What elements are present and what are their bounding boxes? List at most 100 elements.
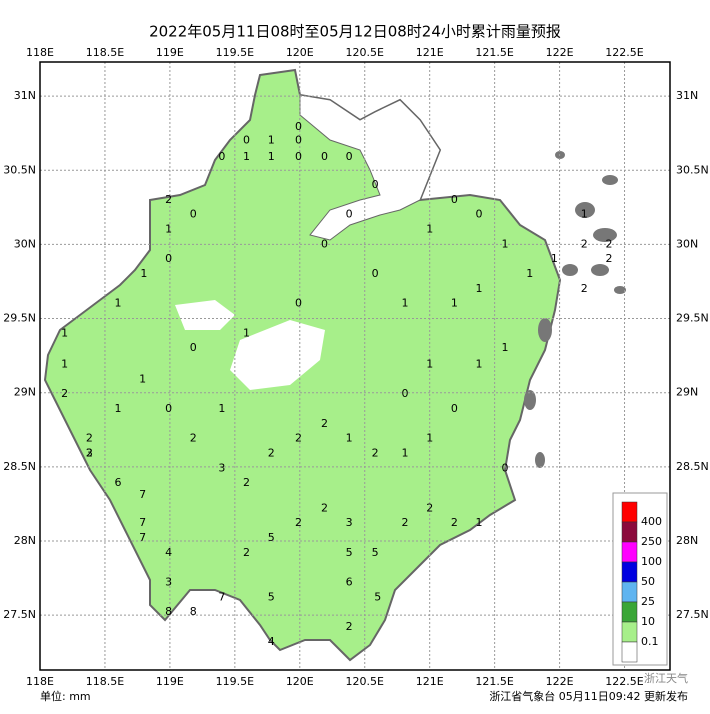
station-value: 1 bbox=[139, 372, 146, 385]
station-value: 8 bbox=[165, 605, 172, 618]
station-value: 1 bbox=[165, 223, 172, 236]
station-value: 1 bbox=[502, 237, 509, 250]
station-value: 4 bbox=[268, 635, 275, 648]
station-value: 1 bbox=[526, 267, 533, 280]
y-tick-label: 29N bbox=[14, 386, 36, 399]
station-value: 1 bbox=[476, 282, 483, 295]
station-value: 1 bbox=[551, 252, 558, 265]
station-value: 2 bbox=[372, 446, 379, 459]
y-tick-label: 30.5N bbox=[3, 163, 36, 176]
station-value: 3 bbox=[165, 576, 172, 589]
station-value: 3 bbox=[346, 516, 353, 529]
station-value: 2 bbox=[321, 417, 328, 430]
legend-swatch bbox=[621, 541, 638, 563]
y-tick-label: 30.5N bbox=[676, 163, 709, 176]
legend-swatch bbox=[621, 561, 638, 583]
station-value: 0 bbox=[346, 150, 353, 163]
station-value: 2 bbox=[86, 446, 93, 459]
x-tick-label: 122.5E bbox=[605, 675, 643, 688]
station-value: 1 bbox=[268, 150, 275, 163]
station-value: 1 bbox=[61, 358, 68, 371]
legend-swatch bbox=[621, 621, 638, 643]
station-value: 2 bbox=[190, 432, 197, 445]
station-value: 2 bbox=[581, 282, 588, 295]
station-value: 2 bbox=[295, 432, 302, 445]
station-value: 2 bbox=[268, 446, 275, 459]
station-value: 1 bbox=[476, 358, 483, 371]
y-tick-label: 31N bbox=[676, 89, 698, 102]
station-value: 0 bbox=[190, 208, 197, 221]
station-value: 2 bbox=[243, 476, 250, 489]
legend-swatch bbox=[621, 601, 638, 623]
station-value: 1 bbox=[426, 358, 433, 371]
station-value: 4 bbox=[165, 546, 172, 559]
y-tick-label: 28.5N bbox=[676, 460, 709, 473]
station-value: 0 bbox=[295, 150, 302, 163]
station-value: 1 bbox=[218, 402, 225, 415]
station-value: 0 bbox=[372, 178, 379, 191]
station-value: 1 bbox=[114, 402, 121, 415]
x-tick-label: 119E bbox=[156, 46, 184, 59]
station-value: 1 bbox=[140, 267, 147, 280]
x-tick-label: 118E bbox=[26, 675, 54, 688]
station-value: 1 bbox=[402, 446, 409, 459]
legend-label: 10 bbox=[641, 615, 655, 628]
watermark: 浙江天气 bbox=[644, 671, 688, 685]
station-value: 2 bbox=[451, 516, 458, 529]
station-value: 0 bbox=[451, 402, 458, 415]
legend-label: 25 bbox=[641, 595, 655, 608]
station-value: 5 bbox=[372, 546, 379, 559]
station-value: 1 bbox=[243, 150, 250, 163]
station-value: 2 bbox=[426, 501, 433, 514]
legend-label: 400 bbox=[641, 515, 662, 528]
station-value: 8 bbox=[190, 605, 197, 618]
station-value: 0 bbox=[243, 134, 250, 147]
dry-area bbox=[230, 320, 325, 390]
station-value: 0 bbox=[295, 120, 302, 133]
station-value: 7 bbox=[139, 488, 146, 501]
station-value: 0 bbox=[502, 461, 509, 474]
y-tick-label: 30N bbox=[676, 237, 698, 250]
x-tick-label: 118E bbox=[26, 46, 54, 59]
y-tick-label: 28.5N bbox=[3, 460, 36, 473]
y-tick-label: 28N bbox=[676, 534, 698, 547]
x-tick-label: 119.5E bbox=[216, 675, 254, 688]
station-value: 6 bbox=[346, 576, 353, 589]
x-tick-label: 120E bbox=[286, 46, 314, 59]
y-tick-label: 29N bbox=[676, 386, 698, 399]
station-value: 1 bbox=[346, 432, 353, 445]
y-tick-label: 29.5N bbox=[3, 312, 36, 325]
legend-swatch bbox=[621, 521, 638, 543]
x-tick-label: 120.5E bbox=[346, 675, 384, 688]
station-value: 7 bbox=[139, 531, 146, 544]
y-tick-label: 30N bbox=[14, 237, 36, 250]
y-tick-label: 29.5N bbox=[676, 312, 709, 325]
y-tick-label: 27.5N bbox=[676, 608, 709, 621]
x-tick-label: 119E bbox=[156, 675, 184, 688]
station-value: 1 bbox=[476, 516, 483, 529]
station-value: 1 bbox=[502, 341, 509, 354]
legend-label: 0.1 bbox=[641, 635, 659, 648]
station-value: 2 bbox=[321, 501, 328, 514]
station-value: 0 bbox=[321, 150, 328, 163]
station-value: 1 bbox=[581, 208, 588, 221]
station-value: 1 bbox=[451, 297, 458, 310]
station-value: 1 bbox=[426, 223, 433, 236]
station-value: 2 bbox=[86, 432, 93, 445]
station-value: 5 bbox=[268, 590, 275, 603]
islands bbox=[524, 151, 626, 468]
x-tick-label: 122E bbox=[546, 675, 574, 688]
station-value: 7 bbox=[218, 590, 225, 603]
x-tick-label: 121E bbox=[416, 46, 444, 59]
station-value: 2 bbox=[605, 237, 612, 250]
station-value: 1 bbox=[243, 326, 250, 339]
title: 2022年05月11日08时至05月12日08时24小时累计雨量预报 bbox=[149, 23, 561, 41]
station-value: 1 bbox=[268, 134, 275, 147]
x-tick-label: 118.5E bbox=[86, 46, 124, 59]
legend: 400 250 100 50 25 10 0.1 bbox=[612, 492, 668, 666]
x-tick-label: 121.5E bbox=[475, 675, 513, 688]
station-value: 0 bbox=[402, 387, 409, 400]
